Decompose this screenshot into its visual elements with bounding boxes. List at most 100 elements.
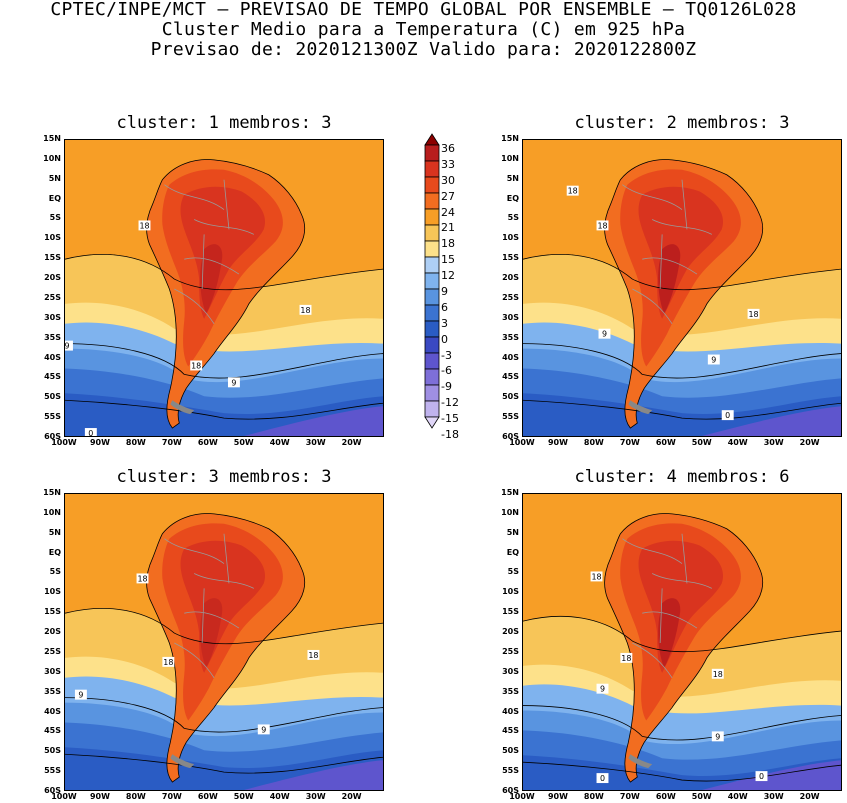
contour-label: 9: [65, 340, 73, 351]
colorbar-top-arrow: [424, 133, 440, 146]
contour-label: 18: [190, 360, 203, 370]
lat-label: 45S: [502, 726, 519, 736]
contour-label: 18: [747, 308, 760, 319]
svg-text:9: 9: [600, 685, 605, 694]
contour-label: 18: [307, 649, 320, 660]
panel-title-3: cluster: 3 membros: 3: [116, 467, 332, 487]
lat-label: 35S: [502, 332, 519, 342]
colorbar-swatch: [424, 144, 440, 162]
contour-label: 9: [598, 328, 611, 339]
lat-label: 25S: [44, 646, 61, 656]
lon-label: 80W: [125, 792, 146, 801]
lat-label: 10N: [501, 507, 519, 517]
svg-text:18: 18: [568, 187, 578, 196]
colorbar-label: -15: [441, 412, 459, 426]
colorbar-swatches: [424, 133, 440, 429]
lon-label: 100W: [51, 792, 77, 801]
contour-label: 18: [711, 668, 724, 679]
lon-label: 50W: [233, 438, 254, 447]
lat-label: 50S: [44, 746, 61, 756]
figure-title: CPTEC/INPE/MCT – PREVISAO DE TEMPO GLOBA…: [0, 0, 847, 60]
colorbar-label: 33: [441, 157, 455, 171]
temperature-field: 18 18 9 18 9 0 0: [523, 494, 841, 790]
lat-label: 40S: [502, 706, 519, 716]
lon-label: 60W: [655, 438, 676, 447]
lat-label: 10S: [44, 587, 61, 597]
colorbar-swatch: [424, 400, 440, 418]
lon-label: 40W: [269, 792, 290, 801]
colorbar-label: 21: [441, 221, 455, 235]
colorbar-swatch: [424, 368, 440, 386]
map-panel-cluster-3: 18 18 9 18 9: [64, 493, 384, 791]
svg-text:9: 9: [78, 691, 83, 700]
lat-label: 5S: [507, 567, 519, 577]
svg-text:0: 0: [88, 429, 93, 436]
svg-text:18: 18: [621, 654, 631, 663]
lon-label: 50W: [233, 792, 254, 801]
lat-label: 35S: [44, 332, 61, 342]
colorbar-swatch: [424, 160, 440, 178]
svg-text:18: 18: [300, 306, 310, 315]
lat-label: 30S: [44, 312, 61, 322]
lat-label: 20S: [502, 273, 519, 283]
colorbar-label: 24: [441, 205, 455, 219]
panel-title-2: cluster: 2 membros: 3: [574, 113, 790, 133]
lat-label: EQ: [506, 547, 519, 557]
lon-label: 70W: [619, 438, 640, 447]
lon-label: 20W: [341, 438, 362, 447]
temperature-field: 18 18 9 18 9 0: [523, 140, 841, 436]
map-panel-cluster-1: 18 18 9 18 9 0: [64, 139, 384, 437]
lat-label: 25S: [502, 646, 519, 656]
lon-label: 30W: [305, 792, 326, 801]
lat-label: 15N: [501, 488, 519, 497]
svg-text:18: 18: [163, 658, 173, 667]
svg-text:18: 18: [591, 572, 601, 581]
lat-label: 35S: [44, 686, 61, 696]
lat-label: 30S: [44, 666, 61, 676]
svg-text:18: 18: [137, 574, 147, 583]
colorbar-swatch: [424, 240, 440, 258]
lat-label: 40S: [502, 352, 519, 362]
lat-label: 10N: [501, 153, 519, 163]
lat-label: 15N: [43, 488, 61, 497]
lat-label: 55S: [44, 412, 61, 422]
lat-label: 40S: [44, 706, 61, 716]
lon-label: 50W: [691, 792, 712, 801]
contour-label: 9: [707, 354, 720, 364]
contour-label: 0: [755, 771, 768, 781]
colorbar-swatch: [424, 320, 440, 338]
colorbar-label: -3: [441, 348, 452, 362]
lat-label: 40S: [44, 352, 61, 362]
title-line-1: CPTEC/INPE/MCT – PREVISAO DE TEMPO GLOBA…: [50, 0, 797, 20]
contour-label: 18: [138, 220, 151, 230]
svg-text:0: 0: [759, 772, 764, 781]
lat-label: EQ: [506, 193, 519, 203]
lat-label: 55S: [502, 766, 519, 776]
panel-title-4: cluster: 4 membros: 6: [574, 467, 790, 487]
lat-label: 15N: [501, 134, 519, 143]
lat-label: 30S: [502, 666, 519, 676]
lat-label: 15S: [502, 253, 519, 263]
lat-label: 45S: [44, 726, 61, 736]
contour-label: 9: [227, 377, 240, 387]
lon-label: 90W: [89, 792, 110, 801]
svg-text:9: 9: [231, 378, 236, 387]
lat-label: 15S: [502, 607, 519, 617]
lat-label: 5N: [506, 527, 519, 537]
contour-label: 0: [84, 428, 97, 436]
title-line-3: Previsao de: 2020121300Z Valido para: 20…: [150, 39, 697, 60]
contour-label: 18: [299, 304, 312, 315]
panel-title-1: cluster: 1 membros: 3: [116, 113, 332, 133]
colorbar-label: 0: [441, 332, 448, 346]
contour-label: 9: [74, 689, 87, 700]
colorbar-label: 30: [441, 173, 455, 187]
lat-label: 25S: [502, 292, 519, 302]
contour-label: 18: [136, 573, 149, 583]
svg-text:0: 0: [725, 411, 730, 420]
colorbar-swatch: [424, 192, 440, 210]
colorbar-swatch: [424, 208, 440, 226]
lat-label: EQ: [48, 193, 61, 203]
lat-label: 60S: [44, 432, 61, 441]
lat-label: 20S: [44, 627, 61, 637]
lon-label: 60W: [197, 792, 218, 801]
